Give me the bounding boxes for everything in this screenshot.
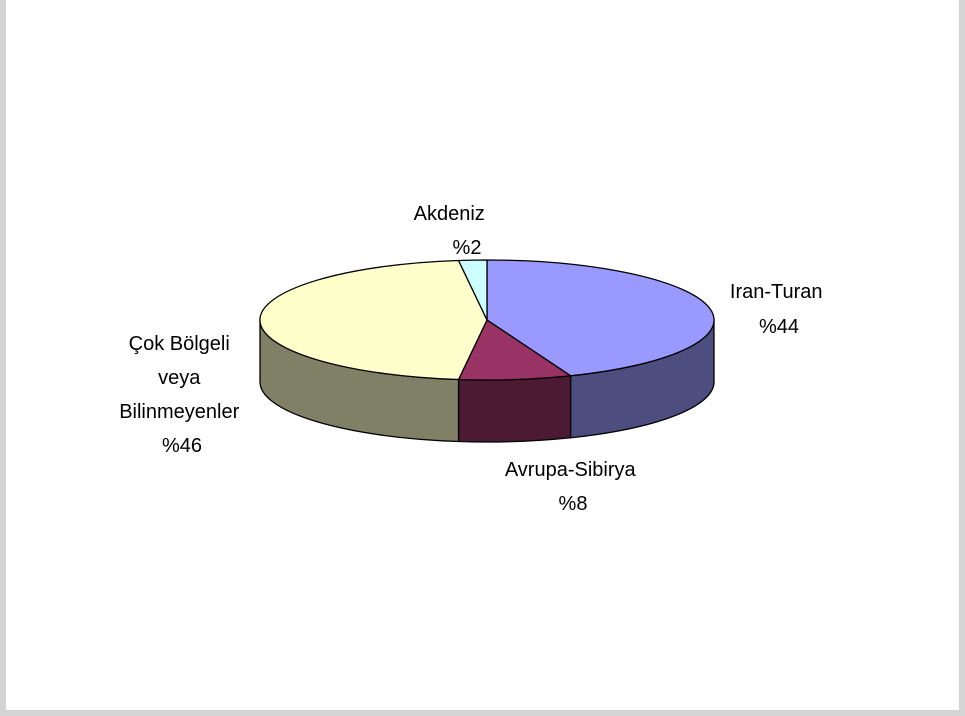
label-iran-turan: Iran-Turan %44 xyxy=(730,281,828,338)
label-cok-bolgeli-line2: veya xyxy=(158,367,201,389)
label-avrupa-sibirya-name: Avrupa-Sibirya xyxy=(505,459,637,481)
label-cok-bolgeli-line3: Bilinmeyenler xyxy=(119,401,239,423)
label-akdeniz-name: Akdeniz xyxy=(414,203,485,225)
pie-slice-side-1 xyxy=(457,375,572,443)
label-cok-bolgeli: Çok Bölgeli veya Bilinmeyenler %46 xyxy=(119,333,245,457)
label-avrupa-sibirya: Avrupa-Sibirya %8 xyxy=(505,459,641,515)
label-avrupa-sibirya-value: %8 xyxy=(559,493,588,515)
pie-slice-0 xyxy=(486,259,715,377)
pie-slice-3 xyxy=(457,259,488,321)
pie-slice-2 xyxy=(259,259,488,381)
label-akdeniz: Akdeniz %2 xyxy=(414,203,491,259)
label-iran-turan-value: %44 xyxy=(759,316,799,338)
pie-slice-1 xyxy=(457,319,572,381)
label-cok-bolgeli-value: %46 xyxy=(162,435,202,457)
label-iran-turan-name: Iran-Turan xyxy=(730,281,823,303)
chart-area: Akdeniz %2 Iran-Turan %44 Çok Bölgeli ve… xyxy=(6,0,959,710)
pie-slices xyxy=(259,259,715,443)
label-cok-bolgeli-line1: Çok Bölgeli xyxy=(129,333,230,355)
pie-labels: Akdeniz %2 Iran-Turan %44 Çok Bölgeli ve… xyxy=(119,203,828,515)
label-akdeniz-value: %2 xyxy=(453,237,482,259)
pie-chart: Akdeniz %2 Iran-Turan %44 Çok Bölgeli ve… xyxy=(119,203,828,515)
